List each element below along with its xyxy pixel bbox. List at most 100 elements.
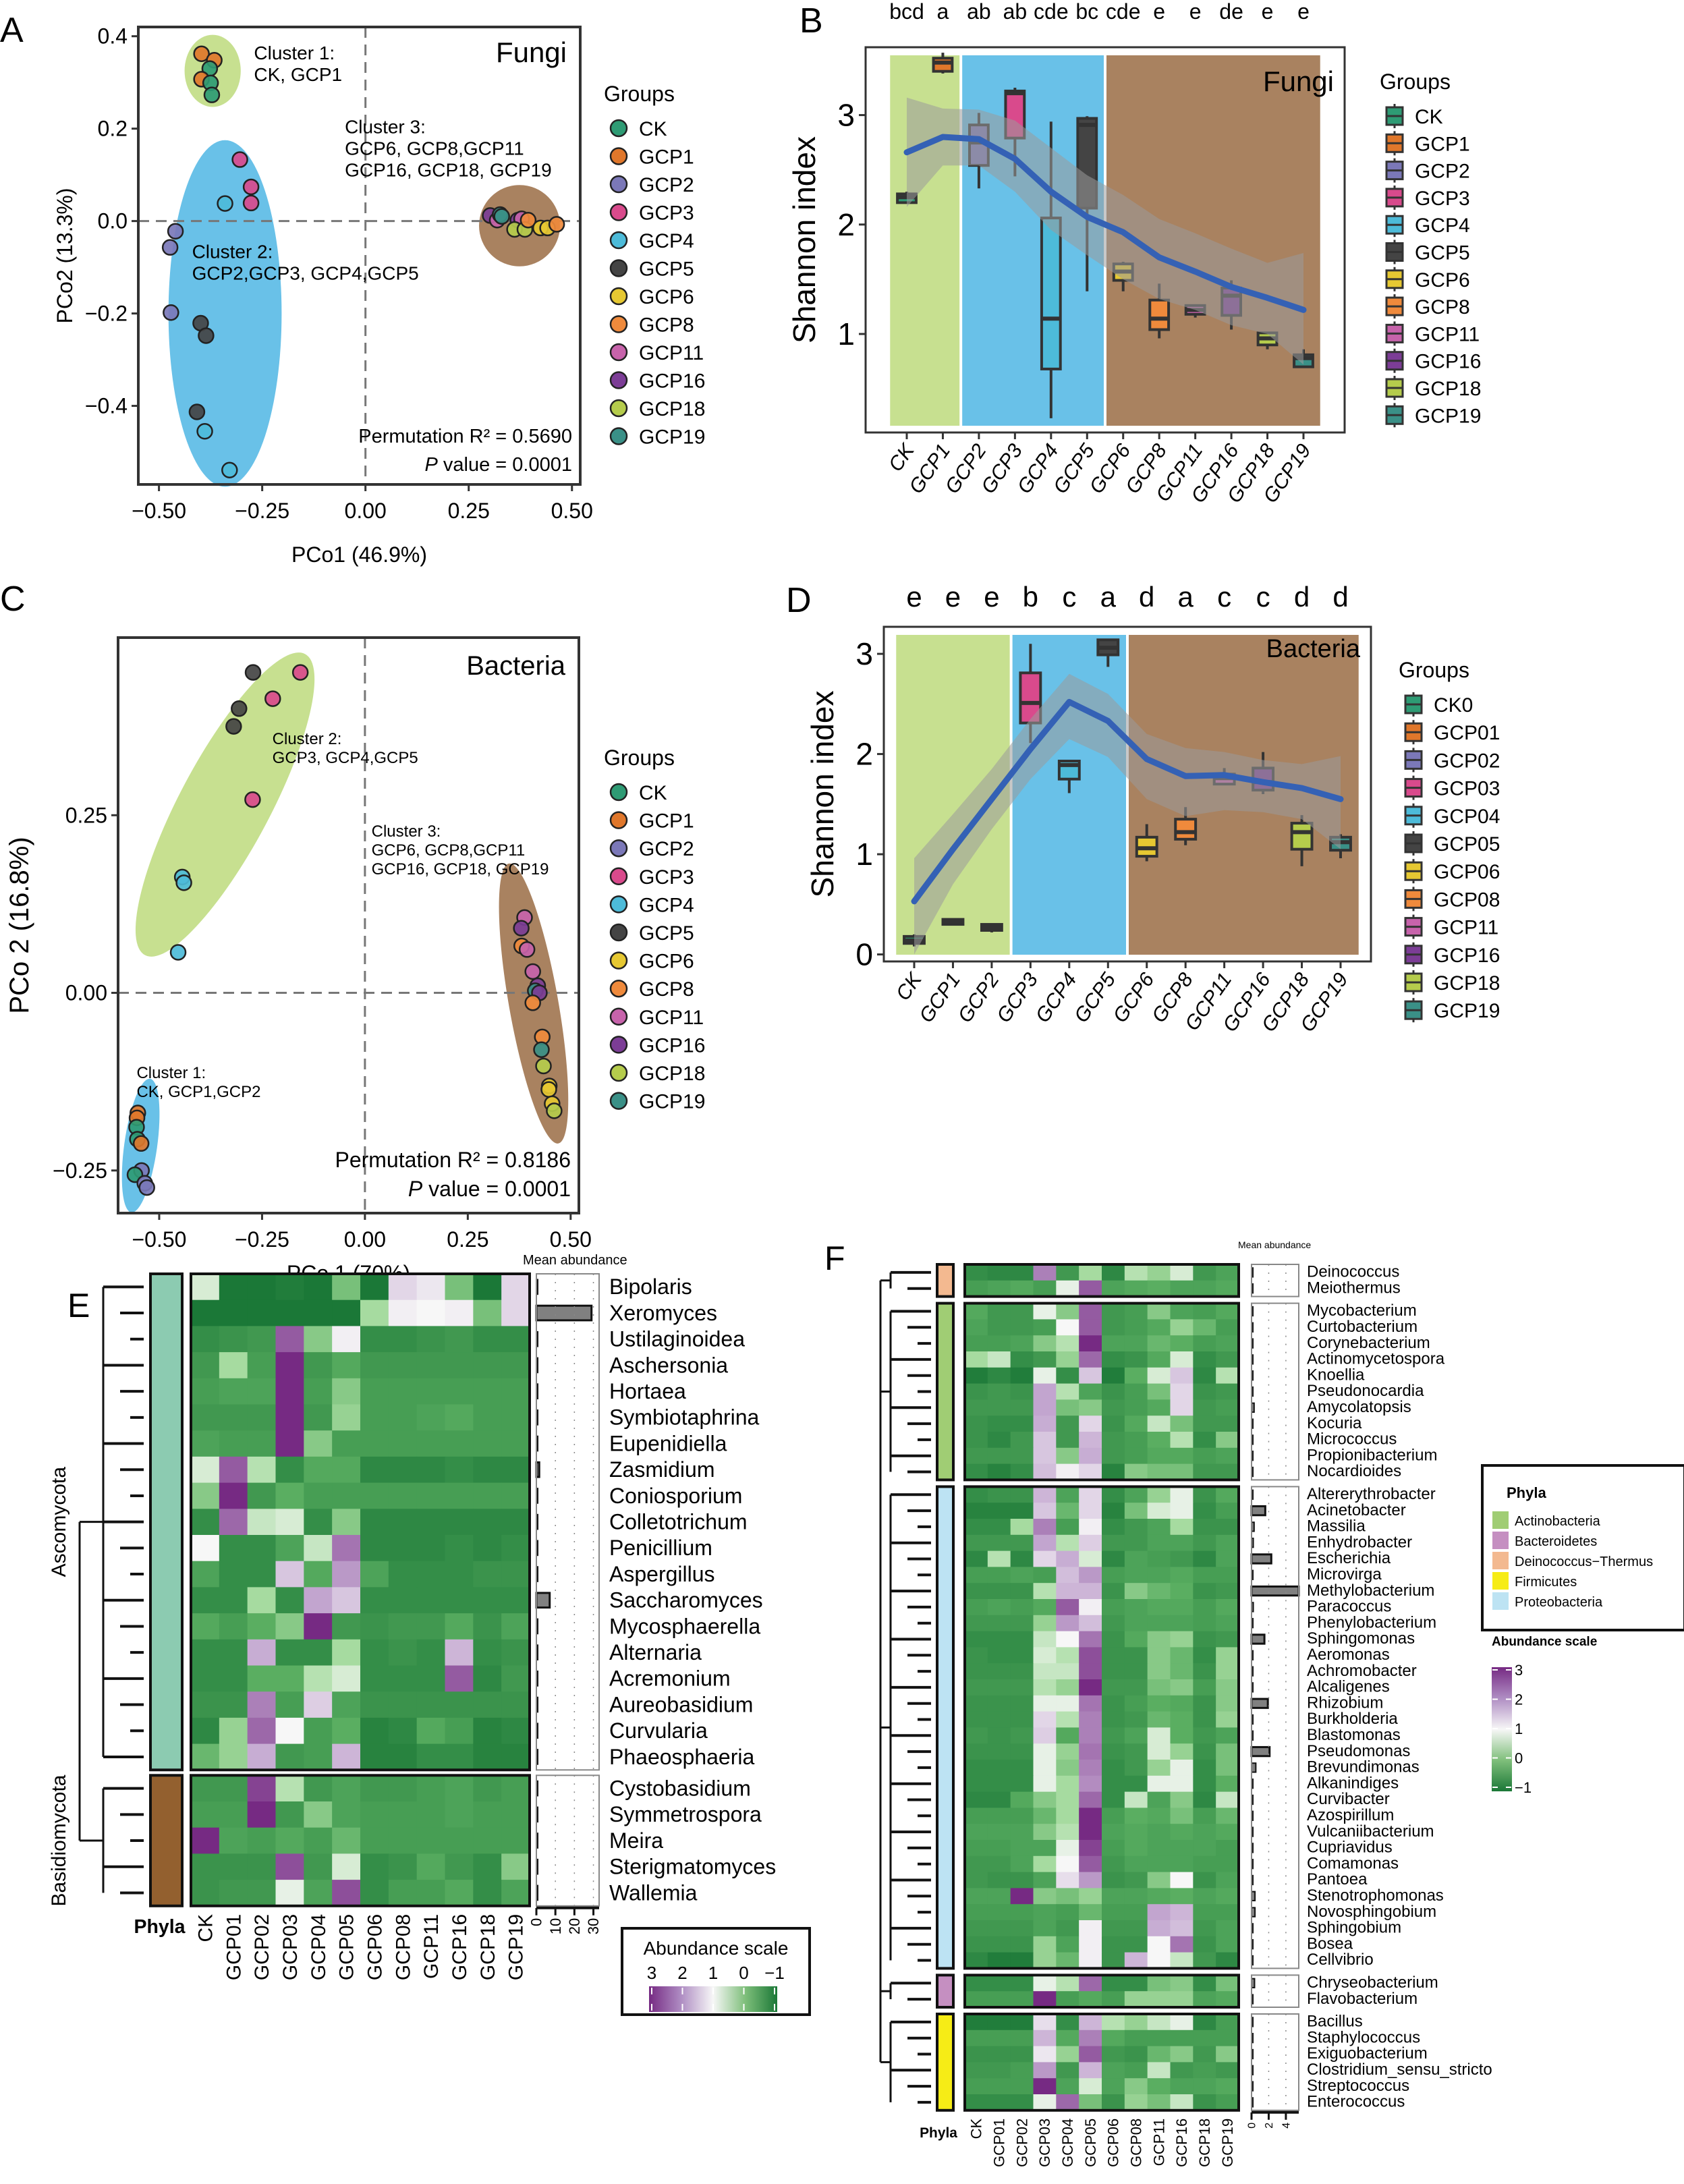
heatmap-cell bbox=[247, 1613, 276, 1640]
heatmap-cell bbox=[473, 1430, 502, 1457]
heatmap-cell bbox=[987, 2029, 1011, 2047]
heatmap-cell bbox=[304, 1561, 333, 1588]
heatmap-cell bbox=[1079, 1920, 1102, 1937]
heatmap-cell bbox=[987, 1743, 1011, 1760]
heatmap-cell bbox=[275, 1352, 304, 1379]
pcoa-fungi-panel: −0.50 −0.25 0.00 0.25 0.50 −0.4 −0.2 0.0 0.2 0.4 P… bbox=[53, 24, 705, 567]
heatmap-cell bbox=[1147, 1303, 1171, 1320]
row-label: Meira bbox=[609, 1828, 663, 1853]
heatmap-cell bbox=[1193, 1432, 1216, 1449]
x-axis-label: PCo1 (46.9%) bbox=[291, 542, 427, 567]
heatmap-cell bbox=[1056, 2062, 1079, 2079]
heatmap-cell bbox=[1079, 1335, 1102, 1352]
x-tick-label: GCP4 bbox=[1032, 969, 1082, 1027]
heatmap-cell bbox=[1170, 1503, 1194, 1519]
heatmap-cell bbox=[1147, 1567, 1171, 1584]
heatmap-cell bbox=[1010, 1872, 1034, 1888]
heatmap-cell bbox=[360, 1613, 389, 1640]
legend-key-dot bbox=[609, 203, 628, 221]
heatmap-cell bbox=[473, 1326, 502, 1353]
heatmap-cell bbox=[965, 1534, 988, 1552]
heatmap-cell bbox=[1147, 1679, 1171, 1696]
cluster-annotation: GCP2,GCP3, GCP4,GCP5 bbox=[192, 262, 419, 283]
heatmap-cell bbox=[332, 1827, 361, 1854]
heatmap-cell bbox=[275, 1613, 304, 1640]
heatmap-cell bbox=[191, 1561, 220, 1588]
heatmap-cell bbox=[191, 1827, 220, 1854]
heatmap-cell bbox=[1170, 1416, 1194, 1432]
heatmap-cell bbox=[987, 1335, 1011, 1352]
heatmap-cell bbox=[1056, 1399, 1079, 1416]
heatmap-cell bbox=[1216, 1872, 1239, 1888]
y-tick-label: 1 bbox=[855, 837, 873, 872]
heatmap-cell bbox=[1056, 1351, 1079, 1368]
data-point-gcp3 bbox=[244, 791, 261, 808]
heatmap-cell bbox=[1193, 1663, 1216, 1680]
heatmap-cell bbox=[275, 1378, 304, 1405]
x-tick-label: −0.50 bbox=[132, 1227, 186, 1252]
x-tick-label: GCP6 bbox=[1109, 969, 1159, 1027]
heatmap-cell bbox=[1056, 1952, 1079, 1969]
heatmap-cell bbox=[965, 1991, 988, 2008]
row-label: Aeromonas bbox=[1307, 1646, 1390, 1664]
heatmap-cell bbox=[1216, 2094, 1239, 2111]
legend-label: GCP4 bbox=[639, 230, 694, 252]
heatmap-cell bbox=[1193, 1335, 1216, 1352]
heatmap-cell bbox=[1170, 1567, 1194, 1584]
heatmap-cell bbox=[1102, 1663, 1125, 1680]
heatmap-cell bbox=[388, 1326, 418, 1353]
heatmap-cell bbox=[388, 1639, 418, 1666]
heatmap-cell bbox=[360, 1775, 389, 1802]
heatmap-cell bbox=[1079, 1432, 1102, 1449]
heatmap-cell bbox=[1170, 1631, 1194, 1648]
heatmap-cell bbox=[1193, 2094, 1216, 2111]
heatmap-cell bbox=[501, 1691, 530, 1718]
heatmap-cell bbox=[219, 1456, 248, 1484]
heatmap-cell bbox=[219, 1717, 248, 1745]
heatmap-cell bbox=[304, 1352, 333, 1379]
heatmap-cell bbox=[473, 1717, 502, 1745]
heatmap-cell bbox=[416, 1743, 445, 1770]
column-label: GCP06 bbox=[364, 1914, 386, 1980]
heatmap-cell bbox=[1170, 1280, 1194, 1297]
legend-label: GCP2 bbox=[639, 174, 694, 196]
heatmap-cell bbox=[1216, 1303, 1239, 1320]
colorbar-title: Abundance scale bbox=[644, 1938, 789, 1959]
heatmap-cell bbox=[304, 1743, 333, 1770]
heatmap-cell bbox=[1216, 1775, 1239, 1793]
heatmap-cell bbox=[1079, 1952, 1102, 1969]
heatmap-cell bbox=[1102, 2014, 1125, 2031]
p-text: value = 0.0001 bbox=[422, 1177, 571, 1201]
heatmap-cell bbox=[388, 1587, 418, 1614]
heatmap-cell bbox=[191, 1404, 220, 1431]
heatmap-cell bbox=[445, 1827, 474, 1854]
heatmap-cell bbox=[1124, 1280, 1148, 1297]
legend-title: Groups bbox=[1399, 658, 1469, 682]
heatmap-cell bbox=[473, 1853, 502, 1880]
heatmap-cell bbox=[416, 1299, 445, 1326]
heatmap-cell bbox=[1010, 1695, 1034, 1712]
data-point-gcp5 bbox=[225, 718, 242, 735]
legend-label: GCP8 bbox=[639, 978, 694, 1001]
heatmap-cell bbox=[987, 1952, 1011, 1969]
heatmap-cell bbox=[1079, 1631, 1102, 1648]
heatmap-cell bbox=[1170, 1399, 1194, 1416]
heatmap-cell bbox=[1147, 1319, 1171, 1336]
row-label: Xeromyces bbox=[609, 1301, 717, 1325]
row-label: Actinomycetospora bbox=[1307, 1350, 1445, 1368]
heatmap-cell bbox=[965, 1615, 988, 1632]
heatmap-cell bbox=[1010, 2046, 1034, 2063]
legend-label: GCP1 bbox=[1415, 133, 1470, 155]
heatmap-cell bbox=[1102, 1383, 1125, 1400]
heatmap-cell bbox=[1124, 1695, 1148, 1712]
heatmap-cell bbox=[445, 1561, 474, 1588]
heatmap-cell bbox=[1010, 1855, 1034, 1873]
heatmap-cell bbox=[445, 1853, 474, 1880]
heatmap-cell bbox=[191, 1801, 220, 1828]
significance-letter: e bbox=[945, 581, 961, 613]
heatmap-cell bbox=[360, 1561, 389, 1588]
permutation-r2: Permutation R² = 0.5690 bbox=[358, 426, 572, 447]
heatmap-cell bbox=[473, 1456, 502, 1484]
row-label: Penicillium bbox=[609, 1536, 712, 1560]
heatmap-cell bbox=[219, 1775, 248, 1802]
